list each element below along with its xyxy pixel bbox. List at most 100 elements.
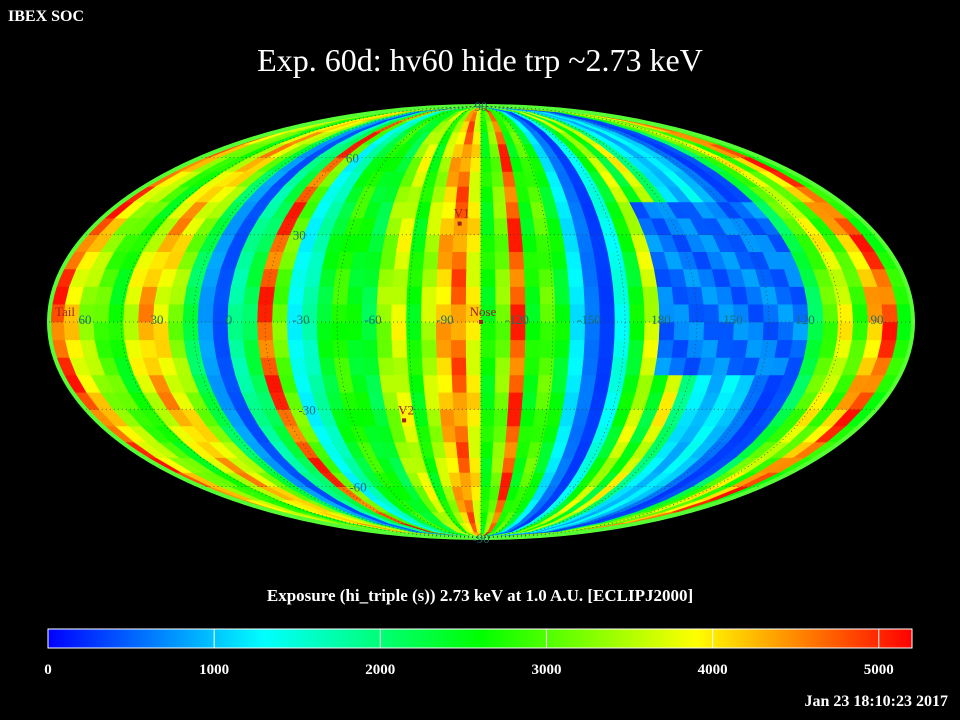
exposure-cell (747, 321, 765, 341)
exposure-cell (287, 286, 306, 305)
exposure-cell (379, 251, 397, 270)
exposure-cell (583, 286, 601, 305)
exposure-cell (452, 391, 468, 410)
exposure-cell (319, 268, 337, 287)
exposure-cell (656, 339, 675, 358)
exposure-cell (568, 286, 586, 305)
exposure-cell (583, 339, 601, 358)
exposure-cell (730, 339, 749, 358)
exposure-cell (346, 321, 363, 341)
colorbar-title: Exposure (hi_triple (s)) 2.73 keV at 1.0… (266, 586, 694, 605)
exposure-cell (391, 286, 408, 305)
exposure-cell (333, 268, 352, 287)
exposure-cell (467, 408, 482, 427)
exposure-cell (466, 234, 482, 252)
exposure-cell (391, 321, 408, 341)
exposure-cell (480, 157, 493, 172)
exposure-cell (332, 339, 350, 358)
exposure-cell (182, 303, 200, 323)
exposure-cell (480, 201, 495, 219)
latitude-label: 60 (346, 150, 359, 165)
exposure-cell (436, 268, 453, 287)
exposure-cell (523, 268, 541, 287)
longitude-label: -150 (577, 312, 601, 327)
exposure-cell (459, 472, 472, 488)
exposure-cell (480, 441, 494, 458)
exposure-cell (522, 251, 540, 270)
exposure-cell (407, 268, 424, 287)
marker-label: V2 (398, 402, 414, 417)
exposure-cell (491, 171, 505, 187)
exposure-cell (480, 425, 495, 443)
exposure-cell (465, 268, 482, 287)
exposure-cell (480, 408, 495, 427)
exposure-cell (480, 339, 497, 358)
exposure-cell (459, 157, 472, 172)
exposure-cell (480, 186, 494, 203)
exposure-cell (701, 286, 719, 305)
exposure-cell (469, 157, 482, 172)
exposure-cell (455, 186, 470, 203)
exposure-cell (507, 234, 524, 252)
exposure-cell (565, 374, 583, 393)
colorbar-gradient (47, 628, 913, 649)
exposure-cell (407, 357, 424, 376)
exposure-cell (494, 391, 510, 410)
exposure-cell (424, 234, 441, 252)
exposure-cell (198, 339, 217, 358)
exposure-cell (452, 234, 468, 252)
longitude-label: 60 (79, 312, 92, 327)
exposure-cell (480, 321, 497, 341)
exposure-cell (642, 339, 660, 358)
exposure-cell (424, 391, 441, 410)
exposure-cell (331, 303, 348, 323)
exposure-cell (469, 472, 482, 488)
exposure-cell (421, 303, 437, 323)
exposure-cell (317, 339, 335, 358)
longitude-label: 150 (723, 312, 743, 327)
exposure-cell (198, 286, 217, 305)
exposure-cell (565, 251, 583, 270)
exposure-cell (836, 303, 854, 323)
exposure-cell (304, 357, 323, 376)
exposure-cell (465, 339, 482, 358)
exposure-cell (629, 303, 646, 323)
exposure-cell (317, 286, 335, 305)
exposure-cell (494, 251, 511, 270)
exposure-cell (671, 286, 690, 305)
exposure-cell (554, 339, 571, 358)
exposure-cell (167, 321, 185, 341)
exposure-cell (495, 268, 511, 287)
exposure-cell (410, 234, 427, 252)
meridian-line (336, 106, 482, 538)
meridian-line (480, 106, 554, 538)
corner-label: IBEX SOC (8, 8, 85, 25)
marker-label: V1 (454, 206, 470, 221)
marker-point (402, 418, 407, 423)
exposure-cell (377, 268, 395, 287)
exposure-cell (551, 374, 569, 393)
exposure-cell (93, 321, 111, 341)
exposure-cell (762, 303, 780, 323)
exposure-cell (851, 321, 869, 341)
exposure-cell (554, 303, 571, 323)
exposure-cell (480, 171, 493, 187)
exposure-cell (671, 339, 690, 358)
meridian-line (480, 106, 626, 538)
exposure-cell (535, 234, 552, 252)
exposure-cell (627, 339, 645, 358)
exposure-cell (443, 441, 459, 458)
exposure-cell (346, 303, 363, 323)
exposure-cell (450, 339, 467, 358)
colorbar-tick-label: 1000 (199, 662, 229, 678)
exposure-cell (445, 457, 460, 473)
exposure-cell (391, 303, 408, 323)
exposure-cell (316, 303, 333, 323)
exposure-cell (715, 339, 734, 358)
meridian-line (120, 106, 482, 538)
exposure-cell (451, 357, 467, 376)
exposure-cell (242, 321, 259, 341)
exposure-cell (257, 286, 276, 305)
exposure-cell (421, 321, 437, 341)
exposure-cell (451, 268, 467, 287)
